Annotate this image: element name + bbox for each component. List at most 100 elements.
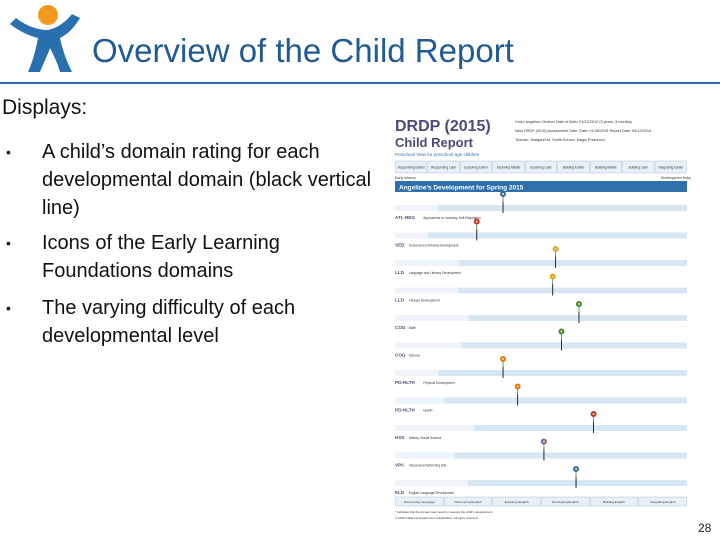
eld-level-cell bbox=[638, 496, 687, 507]
axis-left-label: Early Infancy bbox=[395, 176, 416, 180]
eld-level-label: Discovering English bbox=[454, 500, 481, 504]
domain-code: VPA bbox=[395, 463, 405, 468]
domain-icon bbox=[552, 246, 559, 257]
domain-name: Health bbox=[423, 409, 432, 413]
domain-rows: ATL-REG Approaches to Learning–Self-Regul… bbox=[395, 191, 687, 495]
difficulty-band bbox=[474, 425, 687, 431]
level-cell bbox=[589, 160, 622, 174]
domain-code: PD-HLTH bbox=[395, 380, 415, 385]
difficulty-band bbox=[461, 342, 687, 349]
level-label: Exploring Earlier bbox=[464, 166, 488, 170]
report-tagline: Preschool View for preschool-age childre… bbox=[395, 152, 480, 157]
difficulty-band bbox=[454, 452, 687, 459]
domain-name: Physical Development bbox=[423, 381, 455, 385]
bullet-dot-icon: • bbox=[6, 144, 11, 160]
header-info-line: Teacher: Margaret M. Smith School: Magic… bbox=[515, 138, 605, 142]
eld-level-label: Integrating English bbox=[650, 500, 676, 504]
bullets-intro: Displays: bbox=[2, 96, 88, 119]
eld-level-cell bbox=[492, 496, 541, 507]
level-label: Exploring Later bbox=[530, 166, 552, 170]
domain-name: Literacy Development bbox=[409, 299, 440, 303]
level-label: Responding Earlier bbox=[398, 166, 426, 170]
level-cell bbox=[622, 160, 655, 174]
title-divider bbox=[0, 82, 720, 84]
domain-code: LLD bbox=[395, 270, 405, 275]
difficulty-band bbox=[458, 287, 687, 294]
level-label: Exploring Middle bbox=[497, 166, 521, 170]
domain-name: Science bbox=[409, 354, 421, 358]
domain-name: History–Social Science bbox=[409, 436, 442, 440]
header-info-line: Next DRDP (2015) Assessment Date: Date: … bbox=[515, 129, 651, 133]
domain-name: Visual and Performing Arts bbox=[409, 464, 447, 468]
eld-levels-row: Discovering Language Discovering English E… bbox=[395, 496, 687, 507]
child-report-image: DRDP (2015) Child Report Preschool View … bbox=[393, 113, 693, 525]
domain-name: Social and Emotional Development bbox=[409, 244, 459, 248]
report-footnote: * Indicates that the domain was rated to… bbox=[395, 510, 493, 514]
difficulty-band bbox=[438, 205, 687, 211]
eld-level-label: Developing English bbox=[552, 500, 579, 504]
eld-level-cell bbox=[443, 496, 493, 507]
difficulty-band bbox=[427, 232, 687, 239]
eld-level-cell bbox=[541, 496, 590, 507]
domain-icon bbox=[573, 466, 580, 477]
report-level-row: Responding Earlier Responding Later Explor… bbox=[395, 160, 687, 174]
report-brand: DRDP (2015) bbox=[395, 118, 491, 135]
eld-level-label: Discovering Language bbox=[404, 500, 435, 504]
domain-code: SED bbox=[395, 243, 405, 248]
header-info-line: Child: Angeline Chotner Date of Birth: 0… bbox=[515, 120, 633, 124]
domain-code: LLD bbox=[395, 298, 405, 303]
domain-icon bbox=[500, 191, 507, 202]
report-header-info: Child: Angeline Chotner Date of Birth: 0… bbox=[515, 120, 651, 142]
slide-title: Overview of the Child Report bbox=[92, 32, 514, 69]
difficulty-band bbox=[468, 315, 687, 321]
level-cell bbox=[525, 160, 557, 174]
domain-name: Approaches to Learning–Self-Regulation bbox=[423, 216, 481, 220]
level-label: Building Later bbox=[629, 166, 649, 170]
domain-code: HSS bbox=[395, 435, 404, 440]
axis-right-label: Kindergarten Entry bbox=[661, 176, 691, 180]
report-banner bbox=[395, 181, 687, 192]
level-cell bbox=[492, 160, 525, 174]
domain-icon bbox=[549, 273, 556, 285]
domain-icon bbox=[558, 328, 565, 340]
eld-level-label: Exploring English bbox=[505, 500, 529, 504]
difficulty-band bbox=[459, 260, 687, 266]
domain-name: Language and Literacy Development bbox=[409, 271, 461, 275]
eld-level-cell bbox=[589, 496, 639, 507]
eld-level-cell bbox=[395, 496, 444, 507]
domain-code: ELD bbox=[395, 490, 405, 495]
level-cell bbox=[395, 160, 428, 174]
domain-icon bbox=[540, 438, 547, 450]
level-cell bbox=[427, 160, 460, 174]
domain-name: English-Language Development bbox=[409, 491, 454, 495]
difficulty-band bbox=[444, 397, 687, 404]
domain-icon bbox=[590, 411, 597, 422]
child-figure-logo-icon bbox=[10, 5, 80, 72]
domain-name: Math bbox=[409, 326, 416, 330]
domain-code: COG bbox=[395, 325, 406, 330]
level-cell bbox=[460, 160, 493, 174]
level-label: Building Earlier bbox=[563, 166, 585, 170]
report-banner-title: Angeline’s Development for Spring 2015 bbox=[399, 185, 524, 192]
domain-code: COG bbox=[395, 353, 406, 358]
report-copyright: © 2015 California Department of Educatio… bbox=[395, 516, 479, 520]
bullet-dot-icon: • bbox=[6, 235, 11, 251]
domain-icon bbox=[575, 301, 582, 312]
domain-code: PD-HLTH bbox=[395, 408, 415, 413]
level-label: Responding Later bbox=[431, 166, 457, 170]
level-cell bbox=[654, 160, 687, 174]
level-cell bbox=[557, 160, 590, 174]
domain-icon bbox=[514, 383, 521, 395]
domain-code: ATL-REG bbox=[395, 215, 415, 220]
difficulty-band bbox=[467, 480, 687, 486]
level-label: Integrating Earlier bbox=[658, 166, 684, 170]
difficulty-band bbox=[438, 370, 687, 376]
bullet-dot-icon: • bbox=[6, 300, 11, 316]
domain-icon bbox=[473, 218, 480, 230]
eld-level-label: Building English bbox=[603, 500, 625, 504]
domain-icon bbox=[500, 356, 507, 367]
page-number: 28 bbox=[698, 521, 712, 535]
report-subtitle: Child Report bbox=[395, 135, 474, 150]
level-label: Building Middle bbox=[595, 166, 617, 170]
